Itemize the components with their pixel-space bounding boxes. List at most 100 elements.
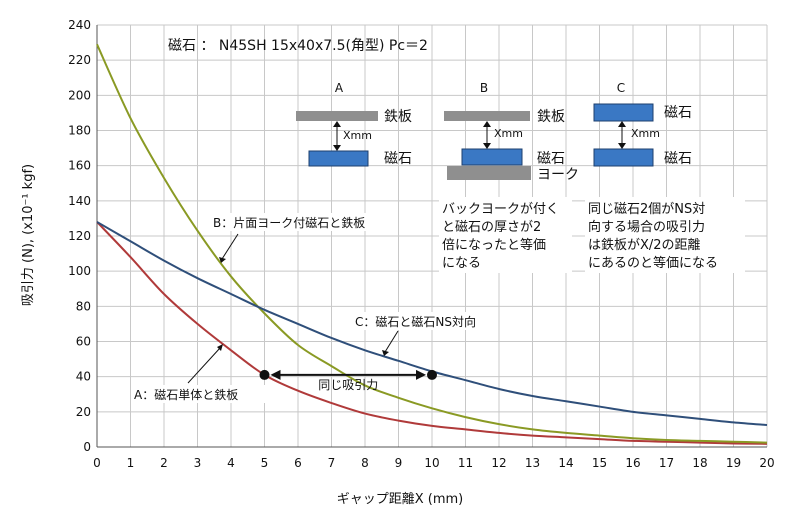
- x-axis-label: ギャップ距離X (mm): [337, 492, 464, 507]
- label-a-leader: [187, 347, 221, 384]
- same-force-point-b: [427, 369, 437, 380]
- x-tick-label: 6: [294, 456, 302, 470]
- same-force-point-a: [259, 369, 270, 380]
- diagram-b-steel-plate: [444, 111, 530, 121]
- x-tick-label: 17: [659, 456, 674, 470]
- x-tick-label: 13: [525, 456, 540, 470]
- y-tick-label: 140: [68, 194, 91, 208]
- diagram-b-arrow-head-bottom: [483, 143, 491, 149]
- diagram-b-note-line: と磁石の厚さが2: [442, 220, 541, 235]
- diagram-a-plate-label: 鉄板: [384, 109, 412, 125]
- diagram-b-arrow-head-top: [483, 121, 491, 127]
- diagram-b-note-line: 倍になったと等価: [442, 237, 546, 253]
- label-c: C：磁石と磁石NS対向: [355, 314, 476, 329]
- x-tick-label: 7: [328, 456, 336, 470]
- x-tick-label: 4: [227, 456, 235, 470]
- y-tick-labels: 0 20 40 60 80 100 120 140 160 180 200 220 240: [68, 18, 91, 454]
- axes: [96, 25, 767, 448]
- y-tick-label: 80: [76, 299, 91, 313]
- diagram-b-magnet-label: 磁石: [537, 151, 565, 167]
- diagram-c: C 磁石 Xmm 磁石 同じ磁石2個がNS対 向する場合の吸引力 は鉄板がX/2…: [585, 81, 745, 273]
- diagram-c-gap-label: Xmm: [631, 127, 660, 140]
- x-tick-label: 9: [395, 456, 403, 470]
- label-c-leader: [384, 330, 399, 353]
- x-tick-label: 19: [726, 456, 741, 470]
- label-b-leader: [221, 233, 239, 260]
- diagram-c-arrow-head-top: [618, 121, 626, 127]
- label-a-arrow-head: [217, 344, 223, 351]
- label-c-bg: [352, 312, 497, 330]
- diagram-c-magnet-top-label: 磁石: [664, 105, 692, 121]
- y-tick-label: 220: [68, 53, 91, 67]
- diagram-c-note-line: は鉄板がX/2の距離: [588, 238, 701, 253]
- diagram-a-steel-plate: [296, 111, 378, 121]
- y-tick-label: 20: [76, 405, 91, 419]
- diagram-c-letter: C: [617, 81, 625, 95]
- x-tick-label: 11: [458, 456, 473, 470]
- chart-title: 磁石 ： N45SH 15x40x7.5(角型) Pc＝2: [168, 38, 428, 54]
- y-tick-label: 200: [68, 88, 91, 102]
- x-tick-label: 1: [127, 456, 135, 470]
- diagram-a-gap-label: Xmm: [343, 129, 372, 142]
- diagram-b-plate-label: 鉄板: [537, 109, 565, 125]
- x-tick-label: 18: [692, 456, 707, 470]
- x-tick-label: 14: [558, 456, 573, 470]
- y-tick-label: 100: [68, 264, 91, 278]
- x-tick-label: 12: [491, 456, 506, 470]
- same-force-marker: [259, 369, 437, 380]
- diagram-c-arrow-head-bottom: [618, 143, 626, 149]
- diagram-c-note-box: [585, 197, 745, 273]
- x-tick-label: 5: [261, 456, 269, 470]
- y-tick-label: 40: [76, 370, 91, 384]
- same-force-label: 同じ吸引力: [318, 378, 378, 392]
- label-a-bg: [131, 385, 266, 403]
- series-line-a: [96, 221, 768, 445]
- x-tick-label: 16: [625, 456, 640, 470]
- x-tick-label: 20: [759, 456, 774, 470]
- y-axis-label: 吸引力 (N), (x10⁻¹ kgf): [21, 164, 36, 306]
- series-line-b: [96, 43, 768, 444]
- x-tick-labels: 0 1 2 3 4 5 6 7 8 9 10 11 12 13 14 15 16 17 18 19 20: [93, 456, 774, 470]
- x-tick-label: 10: [424, 456, 439, 470]
- label-c-arrow-head: [382, 350, 389, 356]
- diagram-a: A 鉄板 Xmm 磁石: [296, 81, 412, 167]
- diagram-b-note-box: [439, 197, 572, 273]
- diagram-b-yoke: [447, 166, 531, 180]
- y-tick-label: 180: [68, 124, 91, 138]
- diagram-c-note-line: にあるのと等価になる: [588, 255, 718, 271]
- x-tick-label: 15: [592, 456, 607, 470]
- x-tick-label: 3: [194, 456, 202, 470]
- diagram-b-letter: B: [480, 81, 488, 95]
- label-b: B：片面ヨーク付磁石と鉄板: [213, 215, 365, 230]
- diagram-c-magnet-bottom: [593, 148, 654, 167]
- diagram-b: B 鉄板 Xmm 磁石 ヨーク バックヨークが付く と磁石の厚さが2 倍になった…: [439, 81, 579, 273]
- diagram-c-magnet-bottom-label: 磁石: [664, 151, 692, 167]
- diagram-c-note: 同じ磁石2個がNS対 向する場合の吸引力 は鉄板がX/2の距離 にあるのと等価に…: [588, 202, 718, 271]
- label-b-bg: [210, 213, 372, 231]
- y-tick-label: 240: [68, 18, 91, 32]
- diagram-b-gap-label: Xmm: [494, 127, 523, 140]
- diagram-c-note-line: 向する場合の吸引力: [588, 219, 705, 235]
- same-force-arrow-head-right: [416, 369, 426, 380]
- diagram-c-magnet-top: [593, 103, 654, 122]
- x-tick-label: 2: [160, 456, 168, 470]
- diagram-b-yoke-label: ヨーク: [537, 167, 579, 183]
- diagram-a-arrow-head-top: [333, 121, 341, 127]
- y-tick-label: 60: [76, 335, 91, 349]
- label-b-arrow-head: [219, 257, 226, 263]
- diagram-b-note-line: バックヨークが付く: [442, 202, 559, 217]
- y-tick-label: 160: [68, 159, 91, 173]
- x-tick-label: 8: [361, 456, 369, 470]
- diagram-a-magnet-label: 磁石: [384, 151, 412, 167]
- diagram-a-arrow-head-bottom: [333, 145, 341, 151]
- diagram-b-note: バックヨークが付く と磁石の厚さが2 倍になったと等価 になる: [442, 202, 563, 271]
- x-tick-label: 0: [93, 456, 101, 470]
- y-tick-label: 120: [68, 229, 91, 243]
- diagram-b-magnet: [461, 148, 523, 166]
- diagram-b-note-line: になる: [442, 256, 481, 271]
- curve-labels: B：片面ヨーク付磁石と鉄板 C：磁石と磁石NS対向 A：磁石単体と鉄板: [131, 213, 497, 403]
- diagram-a-magnet: [308, 150, 369, 167]
- same-force-arrow-head-left: [270, 369, 281, 380]
- label-a: A：磁石単体と鉄板: [134, 387, 238, 402]
